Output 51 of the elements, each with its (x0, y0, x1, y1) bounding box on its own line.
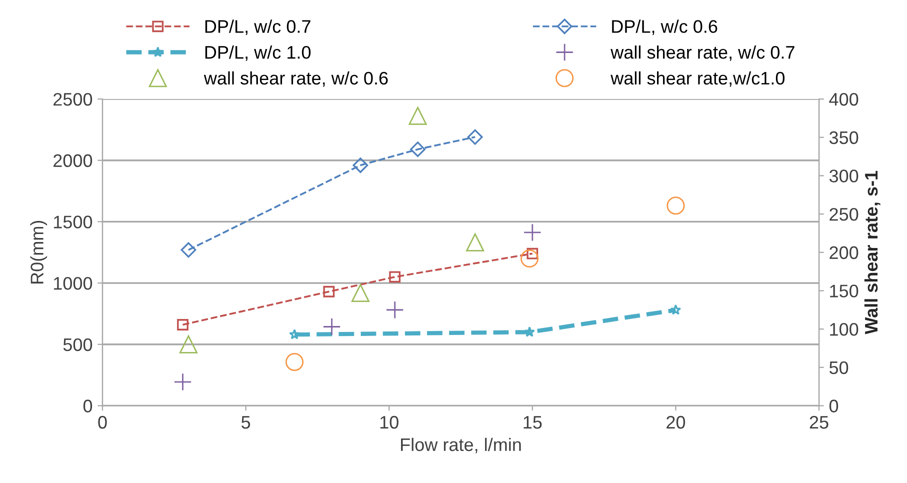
legend-label: wall shear rate, w/c 0.6 (204, 71, 388, 87)
point (410, 142, 426, 158)
point (524, 326, 535, 337)
x-axis-title: Flow rate, l/min (401, 438, 521, 454)
legend-label: DP/L, w/c 0.7 (205, 20, 310, 36)
y2-tick-label: 300 (829, 170, 858, 182)
y2-tick-label: 0 (829, 400, 838, 412)
point (352, 158, 368, 173)
point (523, 223, 542, 242)
x-tick-label: 5 (242, 416, 250, 429)
y-tick-label: 1500 (54, 216, 92, 228)
y2-tick-label: 250 (830, 208, 858, 221)
point (408, 106, 427, 125)
x-tick-label: 10 (380, 416, 398, 429)
y-tick-label: 500 (63, 338, 92, 352)
y2-tick-label: 200 (830, 246, 858, 260)
point (179, 335, 198, 354)
point (177, 319, 188, 330)
y2-tick-label: 50 (829, 361, 848, 374)
point (289, 328, 300, 340)
legend-label: DP/L, w/c 0.6 (612, 20, 718, 36)
y2-tick-label: 150 (830, 284, 858, 298)
point (520, 249, 539, 268)
x-tick-label: 20 (666, 416, 686, 429)
y2-tick-label: 100 (830, 322, 858, 336)
point (322, 318, 341, 336)
legend-label: DP/L, w/c 1.0 (205, 45, 311, 61)
point (386, 300, 404, 319)
point (351, 284, 370, 302)
y2-tick-label: 400 (829, 92, 858, 106)
point (174, 372, 192, 391)
y-tick-label: 1000 (54, 276, 92, 290)
x-tick-label: 25 (810, 416, 828, 429)
y-axis-title: R0(mm) (30, 220, 48, 284)
legend-label: wall shear rate, w/c 0.7 (610, 45, 794, 61)
y2-axis-title: Wall shear rate, s-1 (864, 170, 880, 334)
y-tick-label: 2500 (54, 92, 92, 106)
point (466, 233, 484, 252)
point (389, 271, 401, 283)
x-tick-label: 0 (98, 416, 107, 429)
legend-label: wall shear rate,w/c1.0 (610, 71, 785, 87)
x-tick-label: 15 (524, 416, 542, 429)
point (285, 352, 304, 372)
point (467, 129, 483, 145)
point (666, 196, 685, 215)
point (670, 304, 682, 315)
y2-tick-label: 350 (829, 131, 858, 144)
point (180, 242, 196, 258)
y-tick-label: 2000 (54, 154, 92, 168)
y-tick-label: 0 (83, 400, 92, 412)
point (323, 286, 335, 298)
